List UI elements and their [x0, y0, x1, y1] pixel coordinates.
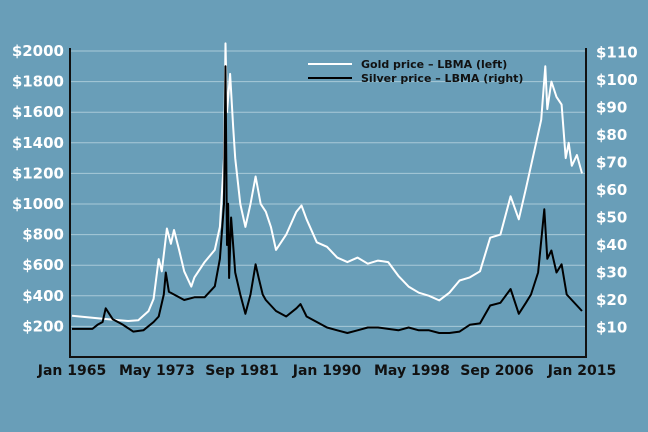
right-tick-label: $30 [596, 264, 627, 282]
right-tick-label: $40 [596, 236, 627, 254]
right-tick-label: $90 [596, 99, 627, 117]
legend-label-silver: Silver price – LBMA (right) [361, 72, 523, 85]
axes [69, 48, 587, 358]
legend: Gold price – LBMA (left) Silver price – … [308, 58, 523, 85]
x-tick-label: Jan 2015 [547, 363, 616, 379]
left-tick-label: $1000 [12, 195, 64, 213]
right-tick-label: $110 [596, 44, 638, 62]
left-tick-label: $2000 [12, 42, 64, 60]
right-tick-label: $10 [596, 319, 627, 337]
right-tick-label: $80 [596, 126, 627, 144]
left-tick-label: $1800 [12, 73, 64, 91]
right-tick-label: $20 [596, 291, 627, 309]
right-tick-label: $60 [596, 181, 627, 199]
left-tick-label: $1200 [12, 164, 64, 182]
legend-label-gold: Gold price – LBMA (left) [361, 58, 507, 71]
left-tick-label: $200 [22, 317, 64, 335]
x-tick-label: Sep 1981 [205, 363, 278, 379]
silver-price-line [72, 65, 583, 334]
left-tick-label: $1600 [12, 103, 64, 121]
x-tick-label: May 1973 [119, 363, 195, 379]
x-tick-label: Jan 1990 [292, 363, 362, 379]
right-tick-label: $70 [596, 154, 627, 172]
x-tick-label: Sep 2006 [460, 363, 533, 379]
x-tick-label: May 1998 [374, 363, 450, 379]
gold-price-line [71, 42, 583, 322]
right-tick-label: $100 [596, 71, 638, 89]
left-tick-label: $400 [22, 287, 64, 305]
left-tick-label: $600 [22, 256, 64, 274]
left-tick-label: $1400 [12, 134, 64, 152]
gridlines [70, 50, 586, 327]
right-tick-label: $50 [596, 209, 627, 227]
left-tick-label: $800 [22, 226, 64, 244]
x-tick-label: Jan 1965 [37, 363, 106, 379]
